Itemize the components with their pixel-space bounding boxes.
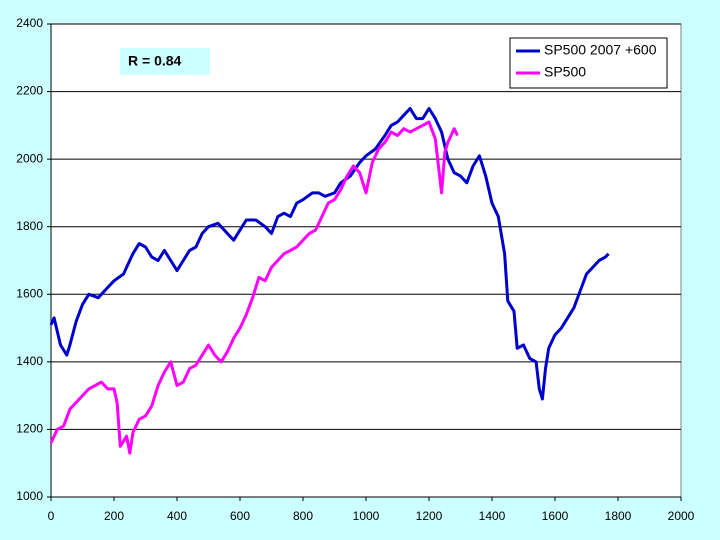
x-tick-label: 1200: [416, 509, 443, 523]
x-tick-label: 200: [104, 509, 124, 523]
y-tick-label: 2200: [16, 84, 43, 98]
legend-label: SP500: [544, 64, 586, 80]
y-tick-label: 2000: [16, 151, 43, 165]
x-tick-label: 600: [230, 509, 250, 523]
series-line: [49, 107, 610, 401]
y-tick-label: 1800: [16, 219, 43, 233]
y-tick-label: 1400: [16, 354, 43, 368]
legend-label: SP500 2007 +600: [544, 42, 657, 58]
y-tick-label: 1200: [16, 422, 43, 436]
x-tick-label: 2000: [668, 509, 695, 523]
y-tick-label: 1000: [16, 489, 43, 503]
series-line: [49, 120, 459, 455]
x-tick-label: 0: [48, 509, 55, 523]
annotation-box: [120, 48, 210, 75]
plot-area: [50, 23, 682, 498]
x-tick-label: 1800: [605, 509, 632, 523]
x-tick-label: 800: [293, 509, 313, 523]
x-tick-label: 1600: [542, 509, 569, 523]
x-tick-label: 1000: [353, 509, 380, 523]
x-tick-label: 1400: [479, 509, 506, 523]
y-tick-label: 1600: [16, 286, 43, 300]
legend: [509, 37, 668, 89]
annotation: R = 0.84: [128, 53, 182, 69]
x-tick-label: 400: [167, 509, 187, 523]
y-tick-label: 2400: [16, 16, 43, 30]
